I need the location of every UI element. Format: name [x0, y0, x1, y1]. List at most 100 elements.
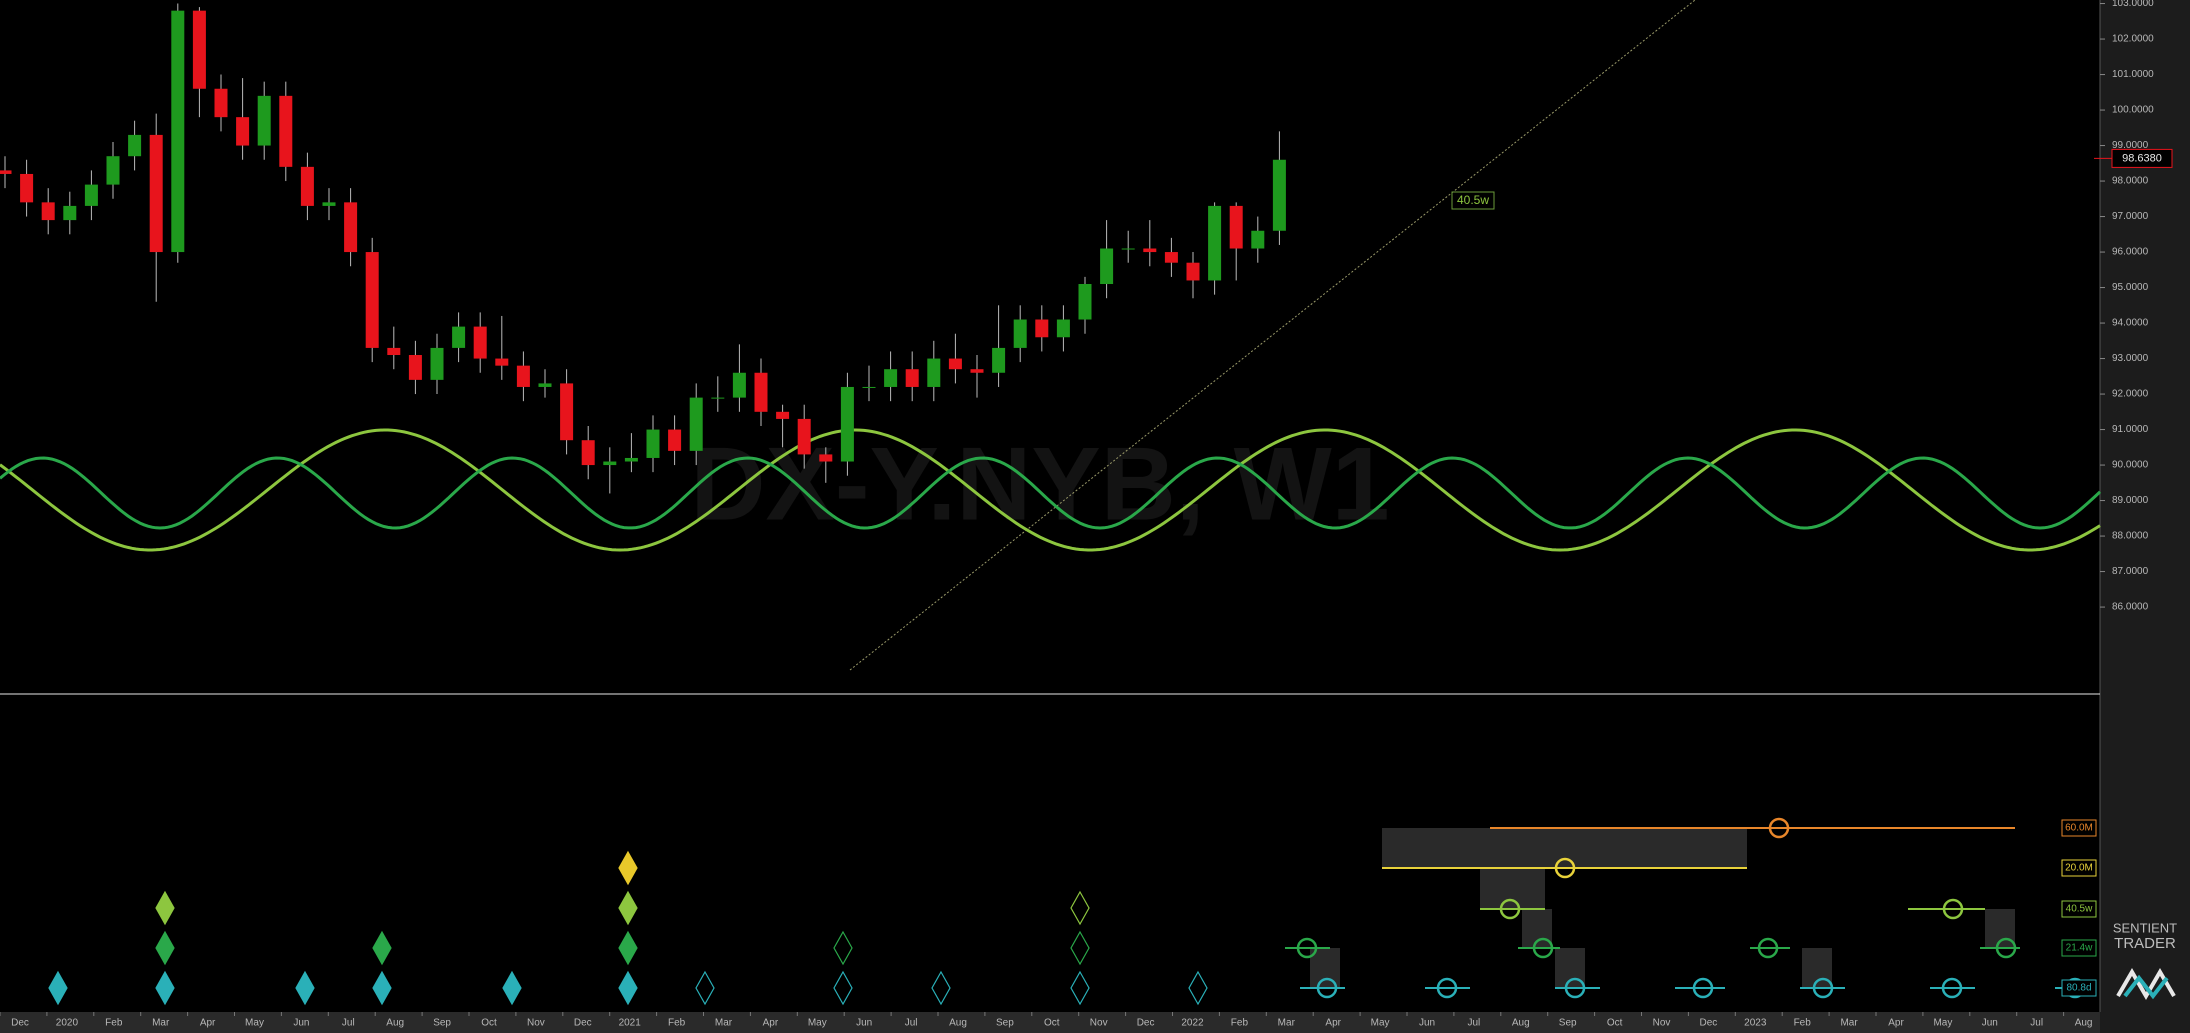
candle-body	[862, 386, 876, 388]
candle-body	[344, 202, 358, 253]
brand: TRADER	[2114, 935, 2176, 952]
y-tick-label: 93.0000	[2112, 353, 2149, 364]
candle-body	[1186, 262, 1200, 281]
candle-body	[430, 347, 444, 380]
candle-body	[624, 457, 638, 462]
y-tick-label: 94.0000	[2112, 318, 2149, 329]
x-tick-label: Feb	[105, 1018, 123, 1029]
x-tick-label: Jul	[342, 1018, 355, 1029]
candle-body	[560, 383, 574, 441]
candle-body	[776, 411, 790, 419]
cycle-marker	[1942, 898, 1964, 920]
x-tick-label: Mar	[1840, 1018, 1858, 1029]
candle-body	[495, 358, 509, 366]
y-tick-label: 100.0000	[2112, 105, 2154, 116]
price-tag-label: 98.6380	[2122, 152, 2162, 164]
annotation: 40.5w	[1457, 193, 1489, 207]
cycle-tag	[2061, 979, 2097, 997]
phase-diamond	[1070, 930, 1090, 966]
x-tick-label: Dec	[1700, 1018, 1718, 1029]
candle-body	[279, 95, 293, 167]
candle-body	[408, 355, 422, 380]
candle-body	[1251, 230, 1265, 249]
brand: SENTIENT	[2113, 920, 2177, 935]
x-tick-label: May	[245, 1018, 264, 1029]
candle-body	[63, 205, 77, 221]
x-tick-label: Mar	[715, 1018, 733, 1029]
candle-body	[322, 202, 336, 206]
x-tick-label: 2022	[1181, 1018, 1204, 1029]
annotation-box	[1451, 191, 1495, 210]
cycle-tag	[2061, 939, 2097, 957]
y-tick-label: 99.0000	[2112, 140, 2149, 151]
candle-body	[1121, 248, 1135, 250]
cycle-marker	[1692, 977, 1714, 999]
y-tick-label: 98.0000	[2112, 176, 2149, 187]
x-tick-label: Jun	[856, 1018, 872, 1029]
candle-body	[581, 440, 595, 466]
phase-diamond	[1070, 970, 1090, 1006]
phase-diamond	[618, 930, 638, 966]
candle-body	[797, 418, 811, 455]
phase-diamond	[48, 970, 68, 1006]
cycle-range	[1310, 948, 1340, 988]
candle-body	[1229, 205, 1243, 249]
x-tick-label: Dec	[11, 1018, 29, 1029]
candle-body	[300, 166, 314, 206]
candle-body	[1013, 319, 1027, 348]
x-tick-label: Sep	[1559, 1018, 1577, 1029]
cycle-marker	[1296, 937, 1318, 959]
x-tick-label: 2020	[56, 1018, 79, 1029]
cycle-marker	[1532, 937, 1554, 959]
candle-body	[970, 369, 984, 373]
candle-body	[214, 88, 228, 118]
candle-body	[689, 397, 703, 451]
x-tick-label: Aug	[386, 1018, 404, 1029]
cycle-wave	[0, 456, 2102, 530]
phase-diamond	[1188, 970, 1208, 1006]
cycle-marker	[1436, 977, 1458, 999]
x-tick-label: Mar	[152, 1018, 170, 1029]
price-tag	[2111, 148, 2173, 168]
phase-diamond	[155, 890, 175, 926]
candle-body	[41, 202, 55, 221]
phase-diamond	[155, 930, 175, 966]
x-tick-label: Jun	[293, 1018, 309, 1029]
cycle-tag-label: 20.0M	[2065, 863, 2093, 874]
candle-body	[711, 397, 725, 399]
y-tick-label: 86.0000	[2112, 602, 2149, 613]
cycle-marker	[1941, 977, 1963, 999]
candle-body	[884, 369, 898, 387]
y-tick-label: 103.0000	[2112, 0, 2154, 9]
cycle-marker	[1812, 977, 1834, 999]
phase-diamond	[833, 970, 853, 1006]
candle-body	[948, 358, 962, 370]
x-tick-label: 2023	[1744, 1018, 1767, 1029]
x-tick-label: Aug	[949, 1018, 967, 1029]
cycle-tag	[2061, 900, 2097, 918]
candle-body	[668, 429, 682, 451]
x-tick-label: Jul	[2030, 1018, 2043, 1029]
candle-body	[171, 10, 185, 253]
candle-body	[603, 461, 617, 466]
candle-body	[0, 170, 12, 174]
candle-body	[516, 365, 530, 387]
y-tick-label: 90.0000	[2112, 460, 2149, 471]
x-tick-label: Jun	[1982, 1018, 1998, 1029]
candle-body	[646, 429, 660, 458]
phase-diamond	[931, 970, 951, 1006]
cycle-tag-label: 60.0M	[2065, 823, 2093, 834]
candle-body	[365, 252, 379, 348]
candle-body	[1078, 284, 1092, 320]
candle-body	[20, 173, 34, 203]
candle-body	[1035, 319, 1049, 338]
candle-body	[1143, 248, 1157, 253]
candle-body	[1056, 319, 1070, 338]
y-tick-label: 96.0000	[2112, 247, 2149, 258]
y-tick-label: 89.0000	[2112, 495, 2149, 506]
x-tick-label: Jul	[905, 1018, 918, 1029]
x-tick-label: Mar	[1278, 1018, 1296, 1029]
x-tick-label: Apr	[1888, 1018, 1904, 1029]
candle-body	[1100, 248, 1114, 285]
